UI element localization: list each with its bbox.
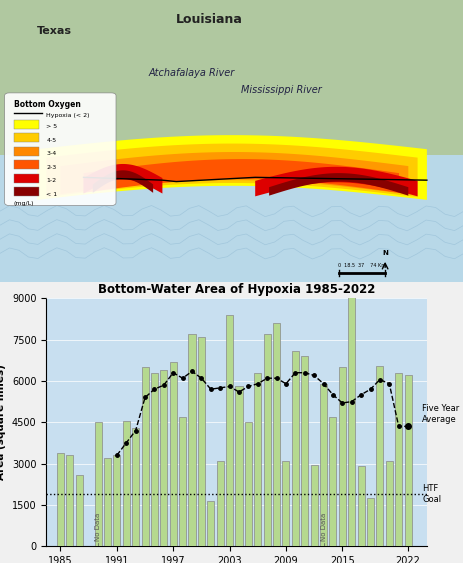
Bar xyxy=(160,370,167,546)
Bar xyxy=(66,455,73,546)
Bar xyxy=(300,356,307,546)
Bar xyxy=(0,0,463,155)
Bar xyxy=(310,465,317,546)
Text: 1-2: 1-2 xyxy=(46,178,56,183)
Polygon shape xyxy=(255,167,417,196)
Bar xyxy=(113,455,120,546)
Bar xyxy=(197,337,205,546)
Bar xyxy=(14,120,39,129)
Bar xyxy=(141,367,148,546)
Polygon shape xyxy=(83,159,398,193)
Bar xyxy=(394,373,401,546)
Bar xyxy=(338,367,345,546)
Text: Five Year
Average: Five Year Average xyxy=(421,404,458,424)
Bar xyxy=(216,461,223,546)
Title: Bottom-Water Area of Hypoxia 1985-2022: Bottom-Water Area of Hypoxia 1985-2022 xyxy=(98,283,375,296)
Bar xyxy=(179,417,186,546)
Text: 2-3: 2-3 xyxy=(46,165,56,169)
Text: (mg/L): (mg/L) xyxy=(14,202,34,207)
Bar xyxy=(14,133,39,142)
Text: 0  18.5  37    74 Km: 0 18.5 37 74 Km xyxy=(337,263,385,269)
Bar xyxy=(0,127,463,282)
Bar xyxy=(319,384,326,546)
Bar xyxy=(188,334,195,546)
Bar xyxy=(235,386,242,546)
FancyBboxPatch shape xyxy=(5,93,116,205)
Text: HTF
Goal: HTF Goal xyxy=(421,484,440,503)
Bar xyxy=(272,323,280,546)
Bar xyxy=(57,453,64,546)
Bar xyxy=(357,466,364,546)
Polygon shape xyxy=(46,144,417,197)
Bar xyxy=(263,334,270,546)
Text: No Data: No Data xyxy=(95,512,101,540)
Bar xyxy=(123,421,130,546)
Bar xyxy=(385,461,392,546)
Bar xyxy=(75,475,82,546)
Text: Hypoxia (< 2): Hypoxia (< 2) xyxy=(46,113,90,118)
Bar xyxy=(94,422,101,546)
Bar xyxy=(207,501,214,546)
Polygon shape xyxy=(269,173,407,195)
Bar xyxy=(150,373,157,546)
Bar xyxy=(366,498,373,546)
Bar xyxy=(225,315,232,546)
Bar xyxy=(347,290,355,546)
Bar xyxy=(14,187,39,196)
Text: Mississippi River: Mississippi River xyxy=(241,85,321,95)
Bar xyxy=(14,174,39,183)
Bar xyxy=(375,366,382,546)
Polygon shape xyxy=(93,171,153,193)
Bar xyxy=(104,458,111,546)
Y-axis label: Area (square miles): Area (square miles) xyxy=(0,364,6,480)
Text: Texas: Texas xyxy=(37,26,72,36)
Text: 4-5: 4-5 xyxy=(46,138,56,142)
Bar xyxy=(244,422,251,546)
Text: < 1: < 1 xyxy=(46,192,57,196)
Bar xyxy=(169,361,176,546)
Bar xyxy=(14,147,39,156)
Bar xyxy=(132,428,139,546)
Bar xyxy=(329,417,336,546)
Bar xyxy=(404,376,411,546)
Text: 3-4: 3-4 xyxy=(46,151,56,156)
Text: Bottom Oxygen: Bottom Oxygen xyxy=(14,100,81,109)
Text: No Data: No Data xyxy=(320,512,326,540)
Text: > 5: > 5 xyxy=(46,124,57,129)
Bar xyxy=(254,373,261,546)
Bar xyxy=(282,461,289,546)
Polygon shape xyxy=(60,152,407,194)
Polygon shape xyxy=(37,135,426,200)
Text: Atchafalaya River: Atchafalaya River xyxy=(148,68,234,78)
Bar xyxy=(14,160,39,169)
Text: Louisiana: Louisiana xyxy=(176,12,243,25)
Text: N: N xyxy=(382,250,387,256)
Polygon shape xyxy=(83,164,162,194)
Bar xyxy=(291,351,298,546)
